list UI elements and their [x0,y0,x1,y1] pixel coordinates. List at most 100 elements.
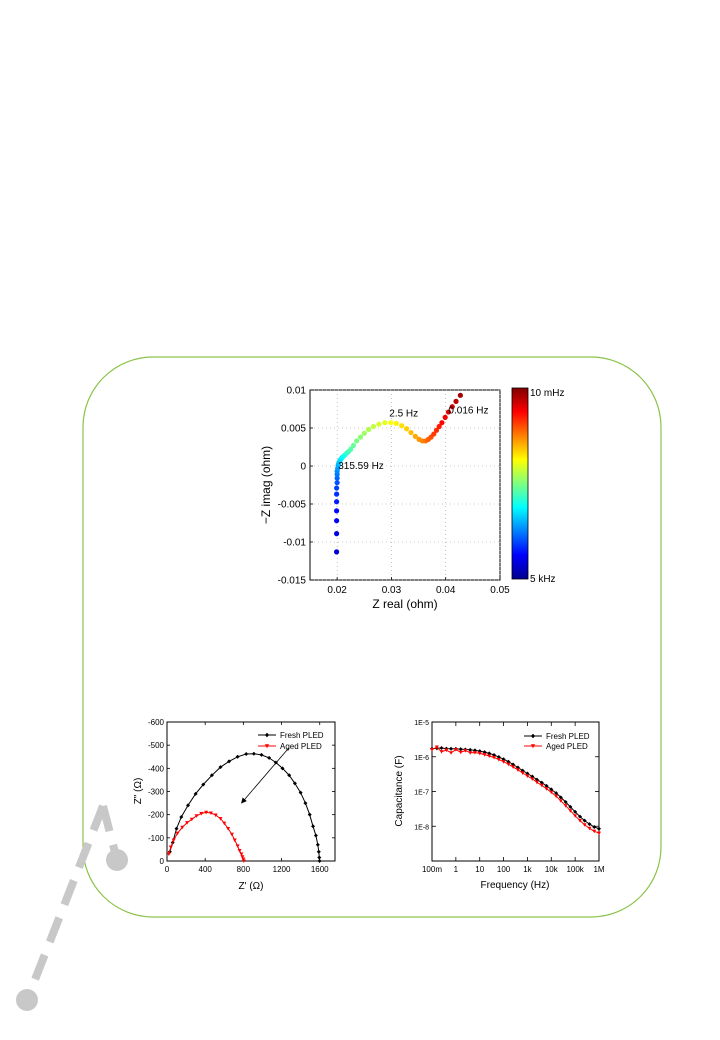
data-point [179,814,184,819]
data-point [587,826,592,831]
data-point [235,754,240,759]
x-axis-label-1: Z real (ohm) [372,597,437,611]
data-point [549,787,554,792]
data-point [544,783,549,788]
x-tick-label: 100m [422,865,442,874]
data-point [239,852,244,857]
trend-arrow [241,747,290,804]
data-point [578,819,583,823]
y-tick-label: 1E-7 [414,790,429,797]
data-point [259,752,264,757]
data-point [453,748,458,752]
data-point [449,404,455,410]
data-point [404,426,410,432]
data-point [209,773,214,778]
data-point [241,859,246,863]
y-tick-label: 0 [160,857,165,866]
data-point [573,809,578,814]
data-point [370,423,377,430]
impedance-chart: 0 400 800 1200 1600 0 -100 -200 -300 -400 -500 -60… [133,718,336,892]
data-point [439,746,444,751]
data-point [520,771,525,776]
colorbar [511,387,529,580]
data-point [208,811,213,816]
data-point [315,842,320,847]
data-point [237,848,242,853]
data-point [506,762,511,767]
data-point [334,518,340,524]
y-tick-label: 0.005 [281,424,306,435]
data-point [439,750,444,754]
data-point [587,822,592,827]
x-tick-label: 10 [475,865,484,874]
data-point [366,426,372,433]
legend-2: Fresh PLED Aged PLED [258,731,324,751]
data-point [472,750,477,755]
data-point [174,826,179,831]
y-tick-label: 1E-8 [414,824,429,831]
data-point [382,420,388,426]
data-point [311,824,316,829]
y-ticks-1: 0.01 0.005 0 -0.005 -0.01 -0.015 [278,386,313,587]
data-point [317,855,322,860]
data-point [267,755,272,760]
data-point [511,765,516,769]
data-point [408,429,414,436]
legend-marker [264,732,270,738]
data-point [334,485,340,491]
data-point [180,825,185,830]
data-point [592,825,597,830]
data-point [348,446,354,452]
data-point [218,817,223,821]
data-point [350,442,357,449]
series-line [169,753,320,862]
data-point [445,409,452,415]
data-point [298,790,303,795]
y-tick-label: 0 [300,462,306,473]
annotation-label: 315.59 Hz [338,461,384,472]
data-point [554,791,559,796]
data-point [334,549,340,555]
data-point [582,818,587,823]
capacitance-chart: 100m 1 10 100 1k 10k 100k 1M 1E-5 1E-6 1E-7 1E-8 F… [394,720,605,891]
plot-area-3 [431,721,600,862]
data-point [193,791,198,796]
data-point [171,838,176,843]
y-tick-label: 1E-5 [414,720,429,727]
legend-label: Aged PLED [280,742,322,751]
data-point [175,831,180,836]
data-point [431,431,437,437]
data-point [539,783,544,788]
data-point [449,746,454,751]
data-point [439,420,445,426]
data-point [376,421,382,427]
data-point [199,811,204,816]
rounded-frame [82,356,662,918]
data-point [189,817,194,822]
data-point [534,780,539,785]
data-point [544,787,549,791]
data-point [218,765,223,770]
data-point [185,821,190,825]
x-tick-label: 1600 [311,865,329,874]
data-point [468,747,473,752]
data-points-1 [334,392,463,555]
legend-label: Fresh PLED [546,732,590,741]
x-ticks-3: 100m 1 10 100 1k 10k 100k 1M [422,722,605,874]
data-point [449,751,454,755]
data-point [194,814,199,818]
data-point [222,821,227,826]
data-point [492,755,497,760]
data-point [578,814,583,819]
data-point [334,508,340,514]
x-tick-label: 0 [165,865,170,874]
data-point [399,423,405,429]
x-tick-label: 400 [199,865,213,874]
data-point [458,747,463,752]
x-tick-label: 1k [523,865,532,874]
data-point [573,814,578,818]
data-point [241,857,246,862]
data-point [229,832,234,837]
x-axis-label-2: Z' (Ω) [239,881,264,892]
